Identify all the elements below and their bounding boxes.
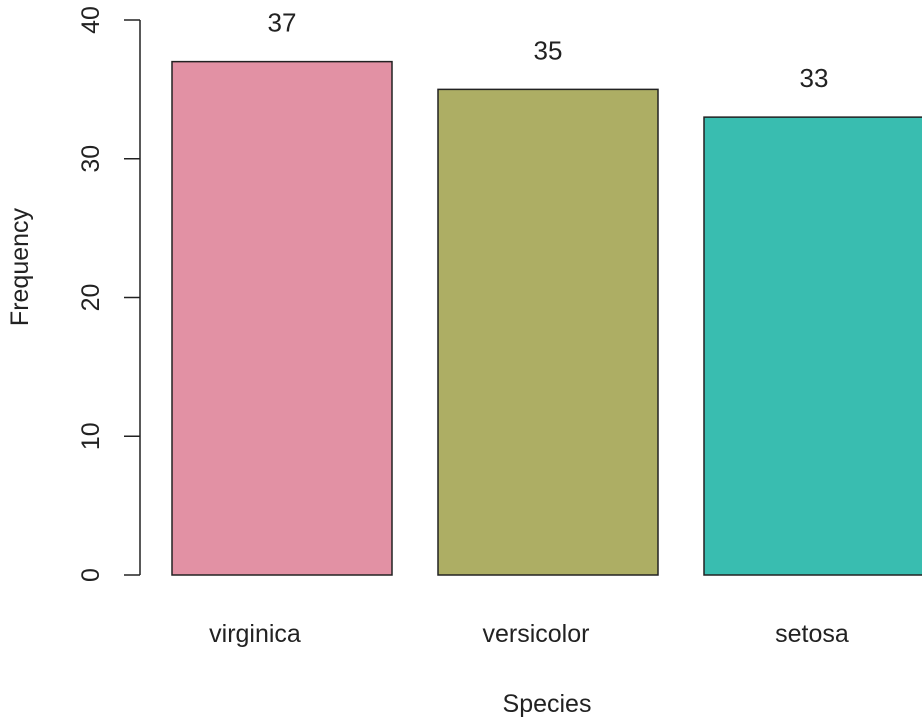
bar-versicolor [437, 88, 659, 576]
data-labels-group: 37 35 33 [268, 8, 829, 94]
y-tick-label: 0 [77, 568, 105, 582]
y-axis: 0 10 20 30 40 [77, 6, 141, 582]
bars-group [171, 60, 922, 576]
bar-setosa [703, 116, 922, 576]
x-tick-label-versicolor: versicolor [483, 620, 590, 648]
x-tick-label-virginica: virginica [209, 620, 301, 648]
bar-virginica [171, 60, 393, 576]
data-label-virginica: 37 [268, 8, 297, 38]
x-tick-label-setosa: setosa [775, 620, 849, 648]
data-label-versicolor: 35 [534, 35, 563, 65]
x-tick-labels-group: virginica versicolor setosa [209, 620, 849, 648]
y-axis-title: Frequency [6, 207, 34, 326]
y-tick-label: 40 [77, 6, 105, 34]
y-tick-label: 10 [77, 422, 105, 450]
x-axis-title: Species [503, 690, 592, 718]
y-tick-label: 30 [77, 145, 105, 173]
y-tick-label: 20 [77, 284, 105, 312]
data-label-setosa: 33 [800, 63, 829, 93]
